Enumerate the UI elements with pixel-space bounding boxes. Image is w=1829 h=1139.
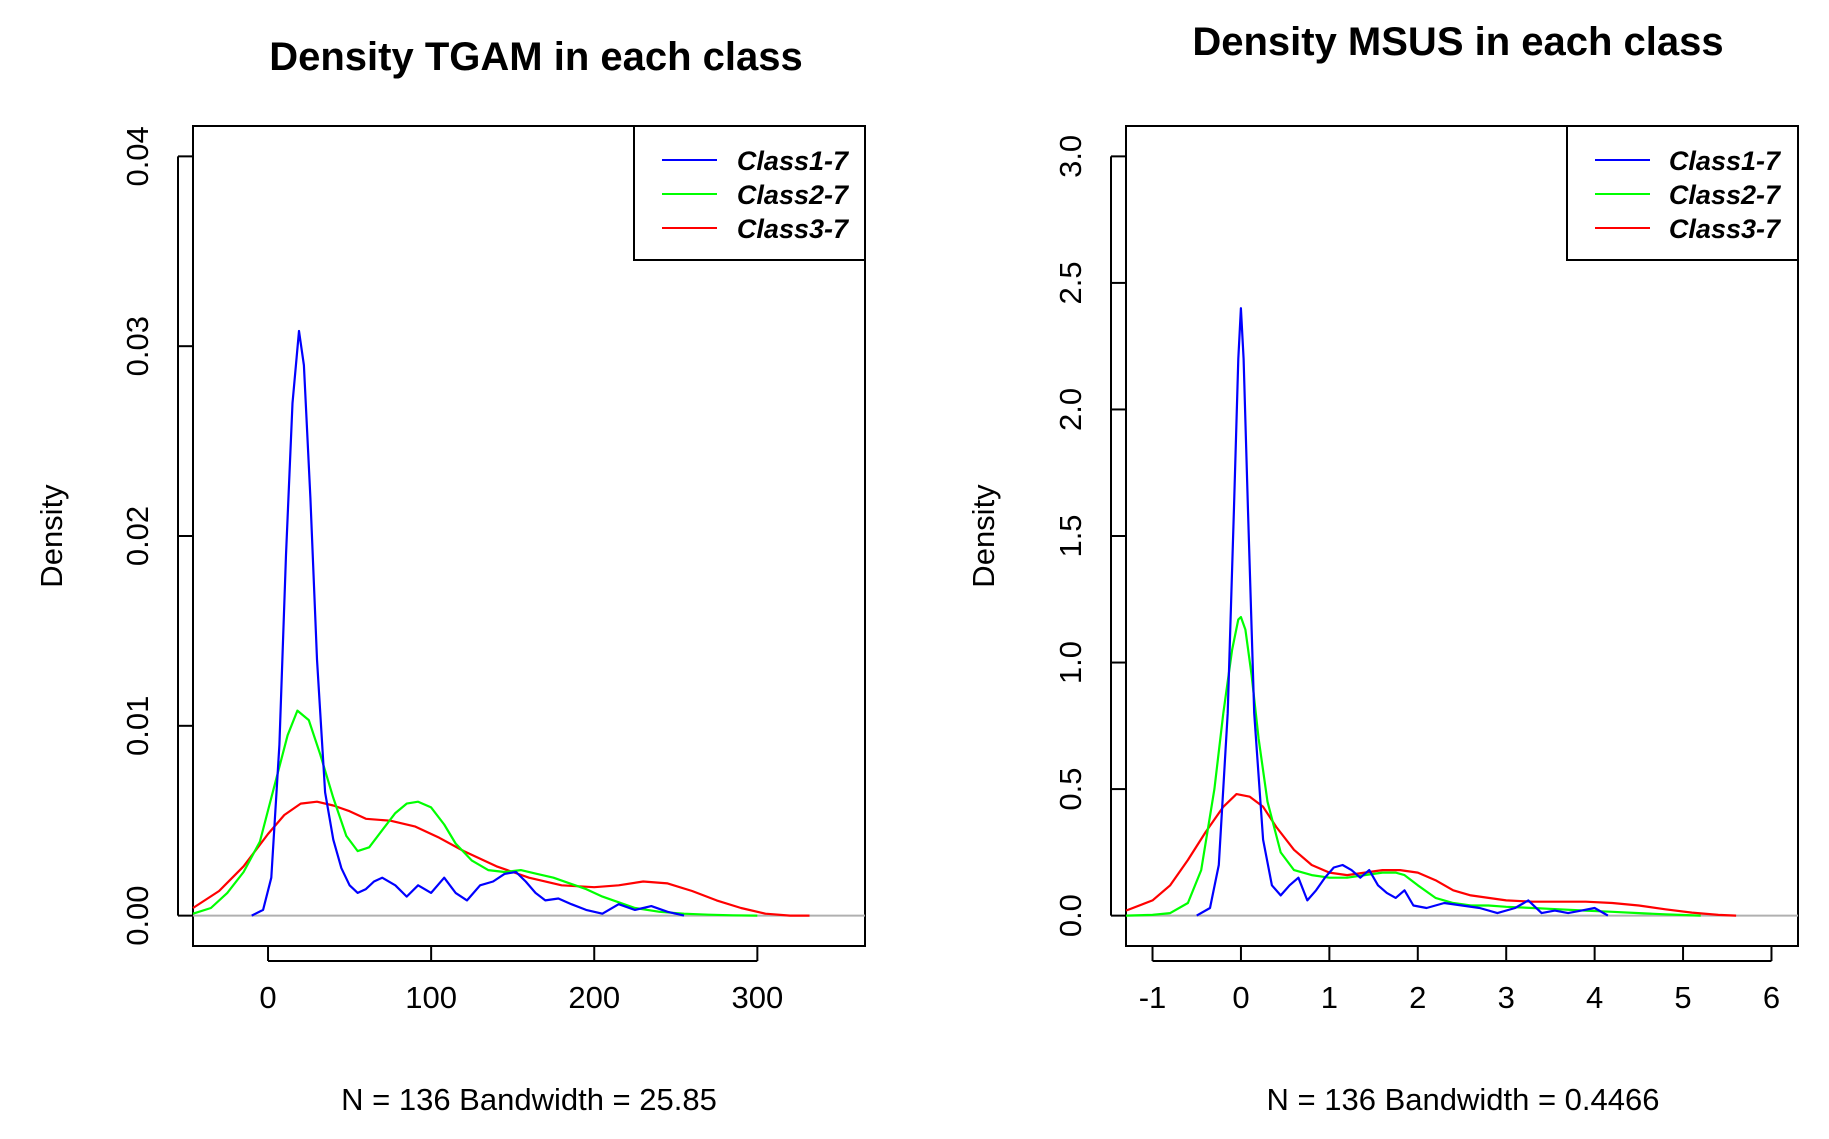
legend-label: Class2-7 [1669,180,1782,210]
x-tick-label: 200 [568,980,620,1015]
legend: Class1-7 Class2-7 Class3-7 [633,125,866,261]
y-tick-label: 2.5 [1053,261,1088,304]
y-tick-label: 0.5 [1053,768,1088,811]
legend-label: Class1-7 [737,146,850,176]
x-tick-label: 3 [1498,980,1515,1015]
series-line-class1-7 [1196,307,1609,917]
series-line-class2-7 [1125,615,1701,917]
x-tick-label: 100 [405,980,457,1015]
x-tick-label: -1 [1139,980,1167,1015]
y-tick-label: 0.04 [120,126,155,186]
legend: Class1-7 Class2-7 Class3-7 [1566,125,1799,261]
x-tick-label: 1 [1321,980,1338,1015]
legend-label: Class1-7 [1669,146,1782,176]
msus-density-panel: Density MSUS in each class Density N = 1… [966,20,1799,1117]
legend-label: Class3-7 [737,214,850,244]
series-line-class2-7 [192,709,758,917]
axis-ticks: 0 100 200 300 0.00 0.01 0.02 0.03 0.04 [120,126,783,1015]
series-line-class1-7 [251,329,685,917]
y-tick-label: 3.0 [1053,135,1088,178]
x-tick-label: 0 [259,980,276,1015]
legend-label: Class2-7 [737,180,850,210]
y-tick-label: 2.0 [1053,388,1088,431]
y-tick-label: 0.01 [120,696,155,756]
x-axis-label: N = 136 Bandwidth = 25.85 [341,1082,717,1117]
x-tick-label: 4 [1586,980,1603,1015]
chart-title: Density MSUS in each class [1192,20,1723,64]
x-tick-label: 2 [1409,980,1426,1015]
series-line-class3-7 [192,800,810,917]
y-tick-label: 1.0 [1053,641,1088,684]
y-axis-label: Density [966,484,1001,588]
y-tick-label: 1.5 [1053,514,1088,557]
series-lines [1125,307,1798,917]
tgam-density-panel: Density TGAM in each class Density N = 1… [34,35,866,1117]
y-tick-label: 0.00 [120,885,155,945]
axis-ticks: -1 0 1 2 3 4 5 6 0.0 0.5 1.0 1.5 2.0 2.5 3.0 [1053,135,1780,1015]
y-tick-label: 0.03 [120,316,155,376]
x-tick-label: 300 [731,980,783,1015]
y-tick-label: 0.0 [1053,894,1088,937]
x-tick-label: 5 [1674,980,1691,1015]
series-line-class3-7 [1125,792,1737,917]
x-axis-label: N = 136 Bandwidth = 0.4466 [1267,1082,1660,1117]
x-tick-label: 6 [1763,980,1780,1015]
x-tick-label: 0 [1232,980,1249,1015]
series-lines [192,329,865,917]
y-axis-label: Density [34,484,69,588]
y-tick-label: 0.02 [120,506,155,566]
chart-title: Density TGAM in each class [269,35,803,79]
legend-label: Class3-7 [1669,214,1782,244]
